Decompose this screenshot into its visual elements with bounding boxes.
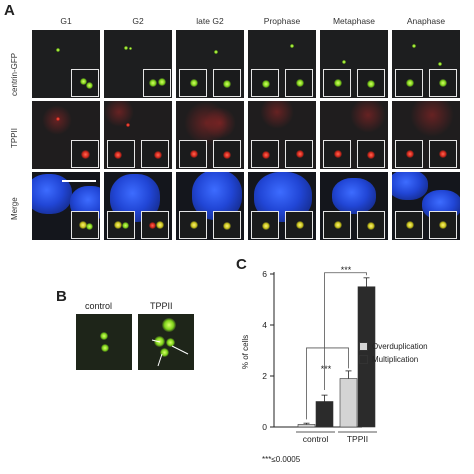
zoom-inset xyxy=(71,140,99,168)
panel-b-label-tppii: TPPII xyxy=(150,301,173,311)
significance-bracket xyxy=(306,347,349,420)
micrograph-centrin-metaphase xyxy=(320,30,388,98)
significance-footnote: ***≤0.0005 xyxy=(262,455,301,464)
micrograph-centrin-anaphase xyxy=(392,30,460,98)
micrograph-tppii-prophase xyxy=(248,101,316,169)
zoom-inset xyxy=(251,140,279,168)
micrograph-tppii-g2 xyxy=(104,101,172,169)
zoom-inset xyxy=(323,69,351,97)
y-tick-label: 0 xyxy=(262,422,267,432)
panel-c-letter: C xyxy=(236,256,247,273)
micrograph-b-tppii xyxy=(138,314,194,370)
y-tick-label: 4 xyxy=(262,320,267,330)
x-tick-label-tppii: TPPII xyxy=(347,434,368,444)
zoom-inset xyxy=(395,211,423,239)
scale-bar xyxy=(62,180,96,182)
significance-bracket xyxy=(324,272,367,391)
zoom-inset xyxy=(213,211,241,239)
zoom-inset xyxy=(429,211,457,239)
y-tick-label: 6 xyxy=(262,269,267,279)
col-head-late-g2: late G2 xyxy=(196,16,224,26)
col-head-prophase: Prophase xyxy=(263,16,301,26)
panel-b-letter: B xyxy=(56,288,67,305)
zoom-inset xyxy=(357,140,385,168)
zoom-inset xyxy=(71,69,99,97)
bar-overduplication-control xyxy=(297,424,316,428)
micrograph-merge-prophase xyxy=(248,172,316,240)
micrograph-merge-late-g2 xyxy=(176,172,244,240)
arrow-icon xyxy=(151,339,161,343)
zoom-inset xyxy=(285,211,313,239)
x-tick-label-control: control xyxy=(303,434,329,444)
zoom-inset xyxy=(429,69,457,97)
zoom-inset xyxy=(141,140,169,168)
arrow-icon xyxy=(171,345,189,355)
zoom-inset xyxy=(357,211,385,239)
zoom-inset xyxy=(429,140,457,168)
panel-a-letter: A xyxy=(4,2,15,19)
arrow-icon xyxy=(157,353,163,367)
y-axis-label: % of cells xyxy=(241,335,250,369)
zoom-inset xyxy=(179,140,207,168)
zoom-inset xyxy=(143,69,171,97)
legend-swatch-overduplication xyxy=(359,342,368,351)
zoom-inset xyxy=(395,69,423,97)
micrograph-merge-anaphase xyxy=(392,172,460,240)
micrograph-centrin-late-g2 xyxy=(176,30,244,98)
zoom-inset xyxy=(285,69,313,97)
micrograph-tppii-anaphase xyxy=(392,101,460,169)
col-head-metaphase: Metaphase xyxy=(332,16,376,26)
zoom-inset xyxy=(251,211,279,239)
zoom-inset xyxy=(107,211,135,239)
zoom-inset xyxy=(141,211,169,239)
micrograph-merge-g1 xyxy=(32,172,100,240)
zoom-inset xyxy=(213,140,241,168)
micrograph-merge-metaphase xyxy=(320,172,388,240)
micrograph-centrin-prophase xyxy=(248,30,316,98)
arrow-annotations xyxy=(151,339,189,367)
zoom-inset xyxy=(71,211,99,239)
significance-marker: *** xyxy=(341,265,352,275)
zoom-inset xyxy=(395,140,423,168)
zoom-inset xyxy=(323,140,351,168)
significance-marker: *** xyxy=(321,364,332,374)
micrograph-tppii-late-g2 xyxy=(176,101,244,169)
zoom-inset xyxy=(285,140,313,168)
zoom-inset xyxy=(213,69,241,97)
legend-label-multiplication: Multiplication xyxy=(372,355,419,364)
col-head-g1: G1 xyxy=(60,16,72,26)
micrograph-centrin-g1 xyxy=(32,30,100,98)
micrograph-merge-g2 xyxy=(104,172,172,240)
micrograph-centrin-g2 xyxy=(104,30,172,98)
zoom-inset xyxy=(179,69,207,97)
zoom-inset xyxy=(107,140,135,168)
micrograph-b-control xyxy=(76,314,132,370)
y-tick-label: 2 xyxy=(262,371,267,381)
micrograph-tppii-g1 xyxy=(32,101,100,169)
legend-swatch-multiplication xyxy=(359,355,368,364)
bar-overduplication-tppii xyxy=(339,378,358,428)
micrograph-tppii-metaphase xyxy=(320,101,388,169)
bar-multiplication-control xyxy=(315,401,334,428)
legend-label-overduplication: Overduplication xyxy=(372,342,428,351)
zoom-inset xyxy=(357,69,385,97)
zoom-inset xyxy=(179,211,207,239)
zoom-inset xyxy=(323,211,351,239)
col-head-g2: G2 xyxy=(132,16,144,26)
col-head-anaphase: Anaphase xyxy=(406,16,446,26)
panel-b-label-control: control xyxy=(85,301,113,311)
zoom-inset xyxy=(251,69,279,97)
